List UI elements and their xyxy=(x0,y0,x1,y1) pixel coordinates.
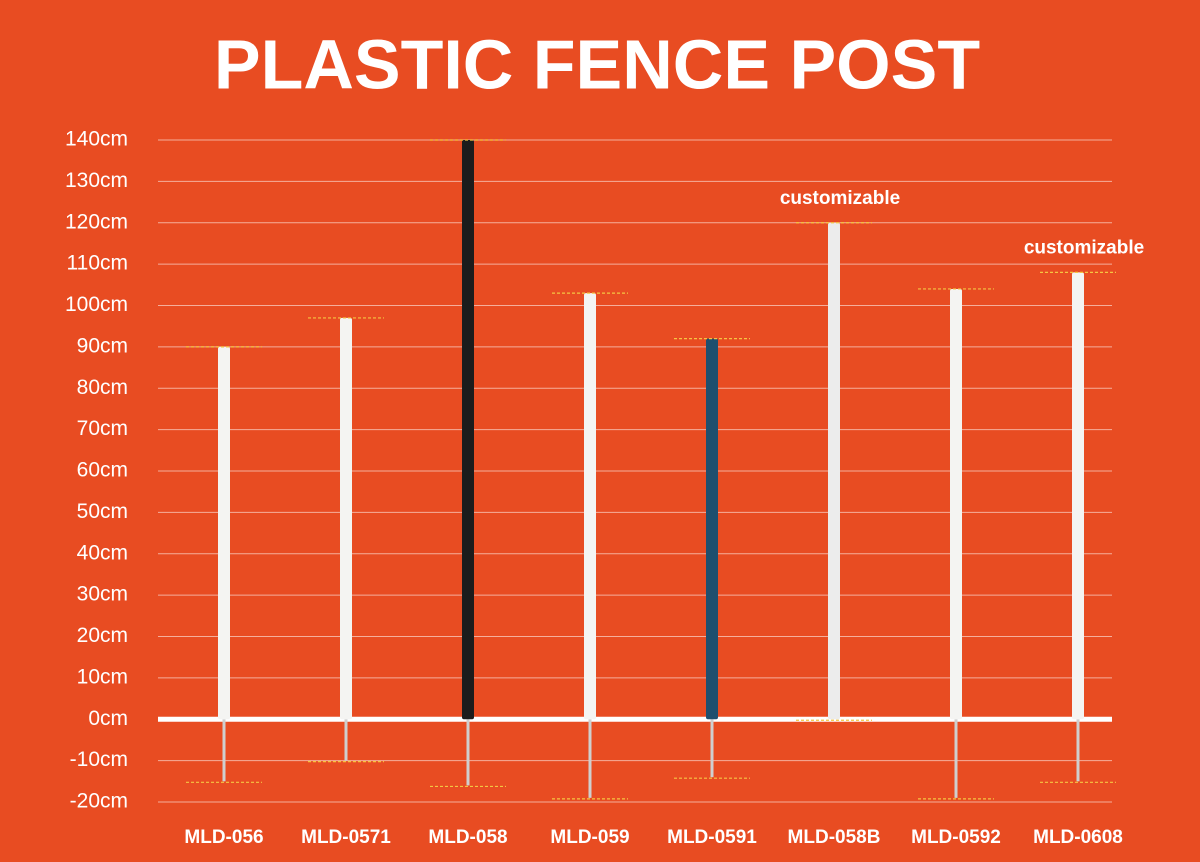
y-tick-label: 10cm xyxy=(77,665,128,688)
post-spike xyxy=(222,719,226,782)
post-spike xyxy=(1076,719,1080,782)
y-tick-label: 110cm xyxy=(67,252,128,275)
post-spike xyxy=(710,719,714,778)
post xyxy=(218,346,230,720)
x-tick-label: MLD-0571 xyxy=(301,827,391,848)
y-tick-label: 50cm xyxy=(77,500,128,523)
post xyxy=(462,140,474,720)
y-tick-label: -20cm xyxy=(70,790,128,813)
annotation: customizable xyxy=(1024,237,1144,258)
chart-title: PLASTIC FENCE POST xyxy=(214,25,980,103)
post-spike xyxy=(466,719,470,786)
x-tick-label: MLD-0592 xyxy=(911,827,1001,848)
y-tick-label: 40cm xyxy=(77,541,128,564)
y-tick-label: 70cm xyxy=(77,417,128,440)
x-tick-label: MLD-059 xyxy=(550,827,629,848)
y-tick-label: 0cm xyxy=(88,707,128,730)
y-tick-label: 100cm xyxy=(65,293,128,316)
x-tick-label: MLD-056 xyxy=(184,827,263,848)
y-tick-label: 20cm xyxy=(77,624,128,647)
y-tick-label: 120cm xyxy=(65,210,128,233)
y-tick-label: 140cm xyxy=(65,128,128,151)
x-tick-label: MLD-058B xyxy=(788,827,881,848)
x-tick-label: MLD-0591 xyxy=(667,827,757,848)
y-tick-label: 90cm xyxy=(77,334,128,357)
y-tick-label: 80cm xyxy=(77,376,128,399)
post-spike xyxy=(954,719,958,798)
post xyxy=(950,288,962,720)
post xyxy=(340,317,352,720)
post xyxy=(584,293,596,720)
annotation: customizable xyxy=(780,188,900,209)
y-tick-label: 130cm xyxy=(65,169,128,192)
post-spike xyxy=(344,719,348,761)
x-tick-label: MLD-058 xyxy=(428,827,507,848)
y-tick-label: 60cm xyxy=(77,459,128,482)
post xyxy=(828,222,840,720)
post xyxy=(1072,272,1084,720)
x-tick-label: MLD-0608 xyxy=(1033,827,1123,848)
y-tick-label: -10cm xyxy=(70,748,128,771)
post xyxy=(706,338,718,720)
y-tick-label: 30cm xyxy=(77,583,128,606)
post-spike xyxy=(588,719,592,798)
